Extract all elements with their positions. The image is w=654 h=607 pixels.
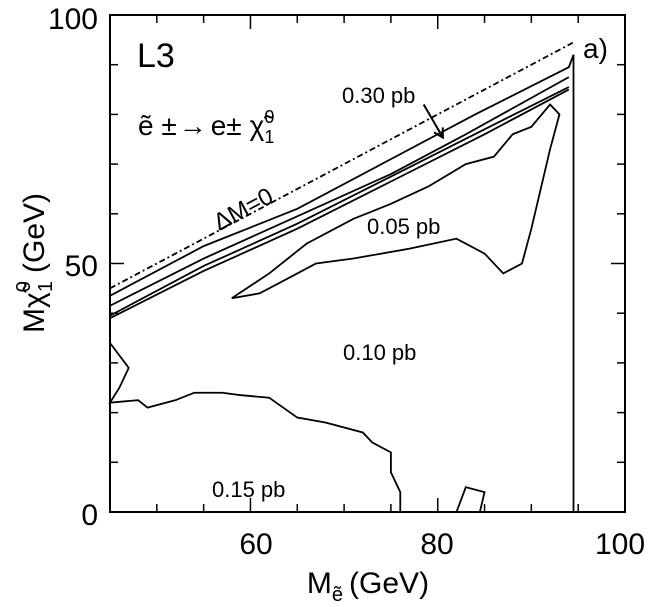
contour-label-0.10: 0.10 pb xyxy=(343,340,416,365)
process-label: ẽ ±→ e± χ̃0 1 xyxy=(138,107,274,147)
experiment-label: L3 xyxy=(137,37,175,75)
delta-m-label: ΔM=0 xyxy=(209,183,278,237)
x-axis-label: Mẽ (GeV) xyxy=(307,567,429,606)
contour-line-6 xyxy=(108,342,402,512)
y-tick-label-0: 0 xyxy=(81,499,98,532)
y-tick-label-50: 50 xyxy=(65,250,98,283)
contour-line-3 xyxy=(109,86,570,317)
x-tick-label-100: 100 xyxy=(595,528,645,561)
contour-lines xyxy=(108,41,575,513)
x-tick-label-80: 80 xyxy=(420,528,453,561)
y-axis-label: Mχ̃01(GeV) xyxy=(13,193,57,333)
x-tick-label-60: 60 xyxy=(239,528,272,561)
contour-line-7 xyxy=(455,486,486,513)
axis-ticks xyxy=(109,14,626,513)
contour-0.30-arrow xyxy=(422,103,443,136)
contour-label-0.05: 0.05 pb xyxy=(367,214,440,239)
contour-line-1 xyxy=(109,54,575,297)
contour-line-4 xyxy=(109,88,570,319)
contour-line-5 xyxy=(231,103,561,300)
y-tick-label-100: 100 xyxy=(48,3,98,36)
contour-line-2 xyxy=(109,76,570,307)
contour-label-0.30: 0.30 pb xyxy=(342,83,415,108)
panel-label: a) xyxy=(583,33,608,64)
contour-label-0.15: 0.15 pb xyxy=(212,477,285,502)
contour-line-0 xyxy=(109,41,574,290)
